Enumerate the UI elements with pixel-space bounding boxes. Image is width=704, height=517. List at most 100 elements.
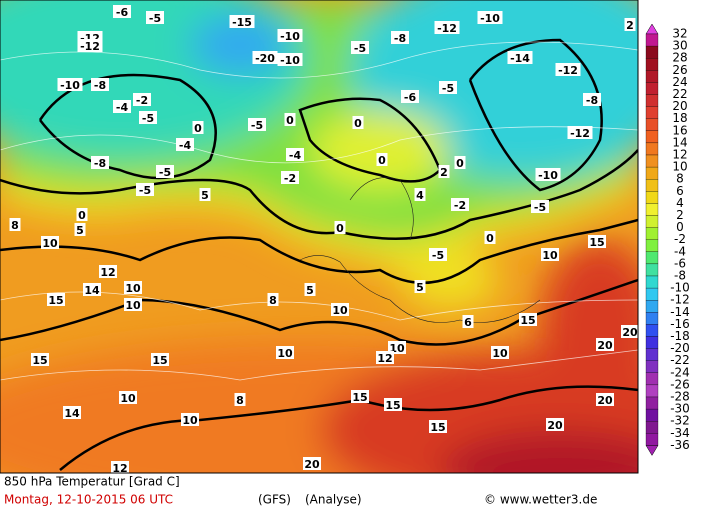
colorbar-swatch xyxy=(645,324,659,337)
contour-label-bg xyxy=(439,81,457,94)
contour-label-bg xyxy=(31,353,49,366)
contour-label: -10 xyxy=(280,54,300,67)
contour-label-bg xyxy=(136,183,154,196)
contour-label-bg xyxy=(276,346,294,359)
contour-label: -5 xyxy=(534,201,546,214)
contour-label-bg xyxy=(583,93,601,106)
contour-label: -2 xyxy=(284,172,296,185)
colorbar-swatch xyxy=(645,33,659,47)
colorbar-label: -20 xyxy=(670,341,690,355)
map-frame xyxy=(0,0,639,474)
contour-label-bg xyxy=(546,418,564,431)
contour-label-bg xyxy=(391,31,409,44)
contour-label-bg xyxy=(248,118,266,131)
contour-label: 15 xyxy=(32,354,47,367)
colorbar-label: 2 xyxy=(676,208,684,222)
colorbar-label: 16 xyxy=(672,123,687,137)
colorbar-arrow-bottom xyxy=(645,445,659,456)
colorbar-label: -6 xyxy=(674,256,686,270)
contour-label-bg xyxy=(99,265,117,278)
contour-label-bg xyxy=(77,39,103,52)
colorbar-swatch xyxy=(645,263,659,277)
colorbar-label: -36 xyxy=(670,438,690,452)
colorbar-swatch xyxy=(645,227,659,240)
contour-label-bg xyxy=(252,51,278,64)
colorbar-label: 14 xyxy=(672,135,687,149)
colorbar-label: 26 xyxy=(672,63,687,77)
colorbar-label: -28 xyxy=(670,390,690,404)
contour-label: -2 xyxy=(454,199,466,212)
contour-label: -15 xyxy=(232,16,252,29)
colorbar-swatch xyxy=(645,421,659,434)
colorbar-label: -24 xyxy=(670,365,690,379)
colorbar-label: -14 xyxy=(670,305,690,319)
contour-label-bg xyxy=(451,198,469,211)
contour-label-bg xyxy=(111,461,129,474)
contour-label: 5 xyxy=(306,284,314,297)
contour-label: -5 xyxy=(354,42,366,55)
contour-label: 2 xyxy=(440,166,448,179)
contour-label: -4 xyxy=(289,149,302,162)
contour-label-bg xyxy=(41,236,59,249)
contour-label-bg xyxy=(388,341,406,354)
contour-label-bg xyxy=(124,298,142,311)
colorbar-label: 30 xyxy=(672,39,687,53)
contour-label-bg xyxy=(477,11,503,24)
colorbar-swatch xyxy=(645,360,659,373)
colorbar-swatch xyxy=(645,396,659,410)
contour-label: 8 xyxy=(236,394,244,407)
contour-label: 10 xyxy=(182,414,198,427)
colorbar-swatch xyxy=(645,336,659,349)
contour-label: 14 xyxy=(64,407,80,420)
contour-label: 8 xyxy=(269,294,277,307)
contour-label-bg xyxy=(507,51,533,64)
contour-label: 15 xyxy=(385,399,400,412)
contour-label-bg xyxy=(351,390,369,403)
contour-label-bg xyxy=(414,280,426,293)
contour-label: 10 xyxy=(492,347,508,360)
contour-label: 15 xyxy=(48,294,63,307)
contour-label-bg xyxy=(462,315,474,328)
contour-label-bg xyxy=(434,21,460,34)
contour-label: 0 xyxy=(194,122,202,135)
contour-label: -2 xyxy=(136,94,148,107)
colorbar-swatch xyxy=(645,179,659,192)
colorbar-swatch xyxy=(645,384,659,398)
colorbar-swatch xyxy=(645,70,659,83)
colorbar-label: 32 xyxy=(672,27,687,41)
contour-label: 10 xyxy=(332,304,348,317)
contour-label: -8 xyxy=(394,32,406,45)
colorbar-swatch xyxy=(645,94,659,107)
contour-label: 6 xyxy=(464,316,472,329)
contour-label-bg xyxy=(331,303,349,316)
colorbar-swatch xyxy=(645,142,659,156)
contour-label: -4 xyxy=(179,139,192,152)
colorbar-swatch xyxy=(645,203,659,216)
contour-label-bg xyxy=(352,116,364,129)
contour-label: 10 xyxy=(120,392,136,405)
colorbar-swatch xyxy=(645,239,659,252)
contour-label: 0 xyxy=(378,154,386,167)
contour-label: -5 xyxy=(442,82,454,95)
colorbar-swatch xyxy=(645,106,659,119)
colorbar-label: -22 xyxy=(670,353,690,367)
colorbar-label: -2 xyxy=(674,232,686,246)
contour-label: -8 xyxy=(586,94,598,107)
contour-label-bg xyxy=(146,11,164,24)
map-date: Montag, 12-10-2015 06 UTC xyxy=(4,493,173,507)
contour-label: -12 xyxy=(570,127,590,140)
contour-label-bg xyxy=(176,138,194,151)
contour-label: -5 xyxy=(251,119,263,132)
contour-label: 12 xyxy=(377,352,392,365)
contour-label-bg xyxy=(454,156,466,169)
contour-label: 15 xyxy=(152,354,167,367)
contour-label-bg xyxy=(57,78,83,91)
colorbar-label: 12 xyxy=(672,148,687,162)
contour-label: -10 xyxy=(480,12,500,25)
contour-label-bg xyxy=(429,248,447,261)
contour-label-bg xyxy=(284,113,296,126)
contour-label-bg xyxy=(83,283,101,296)
contour-label-bg xyxy=(119,391,137,404)
contour-label: -5 xyxy=(432,249,444,262)
